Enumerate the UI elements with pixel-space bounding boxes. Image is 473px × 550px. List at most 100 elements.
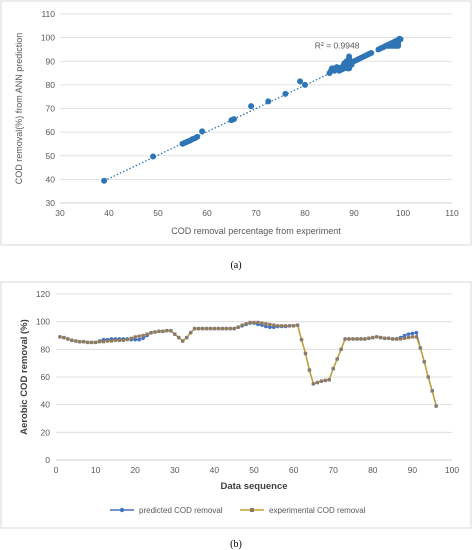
legend-marker — [250, 508, 254, 512]
series-marker — [276, 324, 280, 328]
x-tick-label: 80 — [368, 465, 378, 475]
data-point — [302, 81, 308, 88]
series-marker — [101, 340, 106, 344]
data-point — [265, 98, 272, 105]
series-marker — [414, 330, 419, 335]
series-marker — [402, 336, 407, 340]
series-marker — [58, 335, 62, 339]
series-marker — [82, 340, 86, 344]
series-marker — [66, 337, 70, 341]
series-marker — [173, 332, 177, 336]
legend-label: experimental COD removal — [269, 506, 366, 515]
series-marker — [430, 389, 434, 393]
series-marker — [256, 320, 260, 324]
series-marker — [153, 330, 157, 334]
x-tick-label: 110 — [445, 208, 459, 218]
x-tick-label: 100 — [445, 465, 459, 475]
panel-b-caption: (b) — [230, 539, 242, 550]
y-tick-label: 60 — [41, 372, 51, 382]
series-marker — [339, 347, 343, 351]
series-marker — [121, 338, 125, 342]
series-marker — [284, 324, 288, 328]
series-marker — [252, 320, 256, 324]
series-marker — [78, 340, 82, 344]
series-marker — [303, 351, 308, 356]
series-marker — [402, 333, 407, 338]
series-marker — [391, 337, 395, 341]
data-point — [194, 133, 201, 140]
x-tick-label: 40 — [104, 208, 114, 218]
x-axis-title: COD removal percentage from experiment — [171, 226, 341, 236]
x-tick-label: 10 — [91, 465, 101, 475]
series-marker — [113, 338, 117, 342]
series-marker — [181, 339, 185, 343]
data-point — [230, 116, 237, 123]
series-marker — [97, 340, 102, 344]
series-marker — [268, 325, 272, 330]
y-tick-label: 100 — [41, 33, 55, 43]
y-tick-label: 70 — [46, 104, 56, 114]
series-marker — [264, 322, 268, 326]
series-marker — [90, 340, 94, 345]
series-marker — [264, 324, 268, 329]
series-marker — [280, 324, 284, 328]
series-marker — [371, 335, 375, 340]
y-tick-label: 40 — [46, 174, 56, 184]
series-marker — [383, 336, 387, 340]
series-marker — [240, 323, 244, 327]
x-tick-label: 60 — [202, 208, 212, 218]
series-marker — [268, 322, 272, 327]
y-axis-title: COD removal(%) from ANN prediction — [14, 33, 24, 185]
series-marker — [406, 335, 411, 340]
y-tick-label: 120 — [36, 289, 50, 299]
series-marker — [145, 332, 149, 336]
series-marker — [129, 336, 133, 340]
series-marker — [307, 368, 312, 372]
series-marker — [359, 337, 363, 341]
series-marker — [319, 379, 323, 383]
series-marker — [236, 325, 240, 329]
y-tick-label: 0 — [45, 455, 50, 465]
y-tick-label: 20 — [41, 427, 51, 437]
y-tick-label: 60 — [46, 127, 56, 137]
x-tick-label: 40 — [210, 465, 220, 475]
x-tick-label: 90 — [408, 465, 418, 475]
series-marker — [394, 337, 399, 341]
series-marker — [260, 321, 264, 325]
y-tick-label: 40 — [41, 400, 51, 410]
series-marker — [323, 378, 327, 383]
series-marker — [204, 326, 209, 331]
y-tick-label: 30 — [46, 198, 56, 208]
y-tick-label: 80 — [46, 80, 56, 90]
x-tick-label: 50 — [153, 208, 163, 218]
data-point — [101, 177, 108, 184]
series-marker — [311, 382, 315, 386]
x-axis-title: Data sequence — [220, 481, 287, 492]
x-tick-label: 80 — [300, 208, 310, 218]
y-tick-label: 80 — [41, 344, 51, 354]
series-marker — [208, 326, 213, 331]
series-marker — [434, 404, 438, 408]
series-marker — [331, 367, 335, 371]
x-tick-label: 30 — [170, 465, 180, 475]
x-tick-label: 90 — [349, 208, 359, 218]
data-point — [248, 103, 255, 110]
series-marker — [117, 338, 121, 342]
series-marker — [141, 336, 145, 341]
series-marker — [367, 336, 371, 340]
series-marker — [133, 337, 137, 342]
series-marker — [196, 326, 201, 331]
data-point — [368, 49, 375, 56]
series-marker — [220, 326, 224, 331]
y-axis-title: Aerobic COD removal (%) — [19, 319, 30, 435]
panel-a-chart: 30 40 50 60 70 80 90 100 110 30 40 50 60 70 80 90 100 110… — [14, 9, 459, 236]
series-marker — [351, 337, 355, 341]
series-marker — [410, 335, 414, 339]
series-marker — [137, 337, 141, 342]
legend-label: predicted COD removal — [139, 506, 223, 515]
series-marker — [292, 324, 296, 328]
series-marker — [244, 322, 248, 326]
series-marker — [141, 333, 145, 338]
